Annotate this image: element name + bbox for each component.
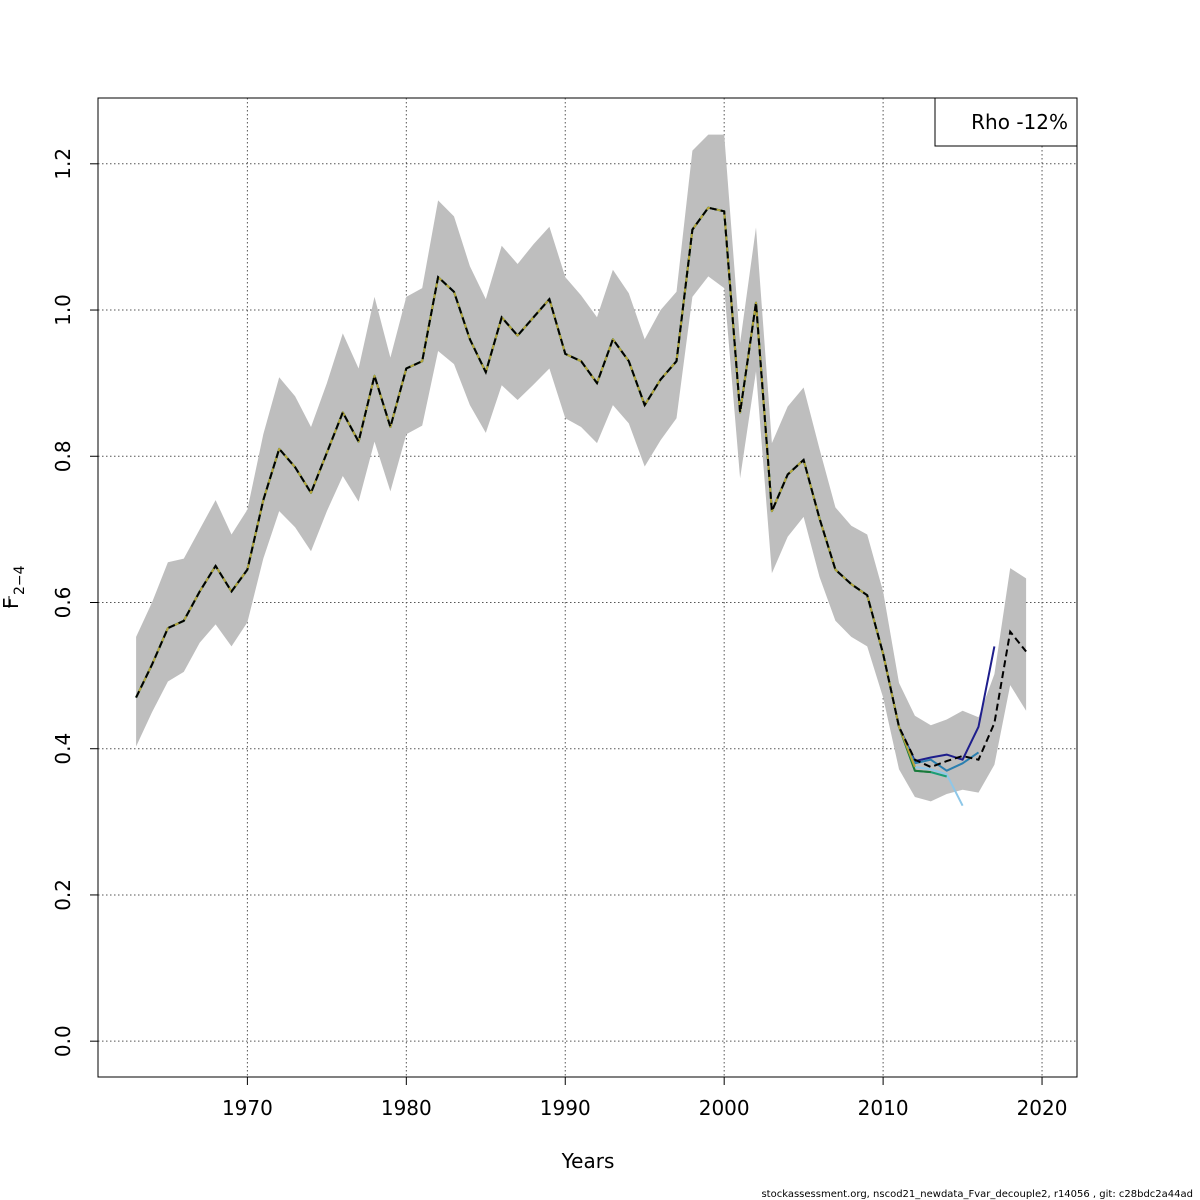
x-tick-label: 2010 <box>858 1096 909 1120</box>
x-tick-label: 1970 <box>222 1096 273 1120</box>
plot-frame <box>97 97 1078 1078</box>
x-tick-label: 2020 <box>1017 1096 1068 1120</box>
x-axis: 1970 1980 1990 2000 2010 2020 <box>222 1077 1068 1120</box>
y-axis-label-subscript: 2−4 <box>12 565 28 595</box>
x-axis-label: Years <box>561 1149 615 1173</box>
x-tick-label: 2000 <box>699 1096 750 1120</box>
y-tick-label: 0.0 <box>51 1025 75 1057</box>
legend-text: Rho -12% <box>971 110 1068 134</box>
estimate-layer <box>135 206 1027 769</box>
y-tick-label: 0.6 <box>51 587 75 619</box>
retro-peel-line <box>135 206 916 768</box>
confidence-band <box>136 134 1027 802</box>
y-tick-label: 1.2 <box>51 148 75 180</box>
y-axis-label: F 2−4 <box>0 565 28 609</box>
confidence-band-layer <box>136 134 1027 802</box>
y-tick-label: 1.0 <box>51 294 75 326</box>
y-tick-label: 0.4 <box>51 733 75 765</box>
x-tick-label: 1990 <box>540 1096 591 1120</box>
legend-box: Rho -12% <box>934 97 1078 147</box>
x-tick-label: 1980 <box>381 1096 432 1120</box>
estimate-line <box>135 206 1027 769</box>
y-axis-label-main: F <box>0 597 23 609</box>
y-axis: 0.0 0.2 0.4 0.6 0.8 1.0 1.2 <box>51 148 98 1057</box>
y-tick-label: 0.2 <box>51 879 75 911</box>
y-tick-label: 0.8 <box>51 440 75 472</box>
footer-text: stockassessment.org, nscod21_newdata_Fva… <box>761 1189 1193 1200</box>
